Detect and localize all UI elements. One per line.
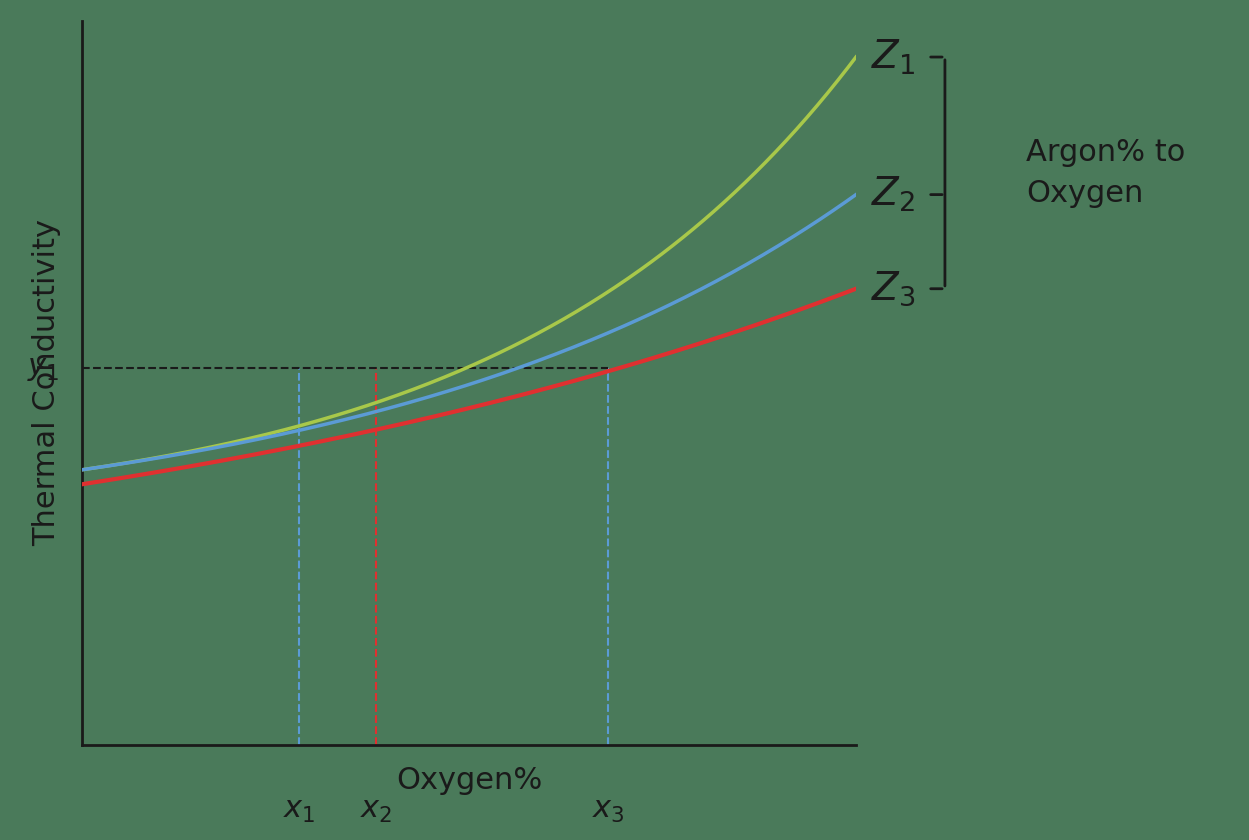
Text: $y_1$: $y_1$ — [26, 354, 59, 383]
Text: $Z_3$: $Z_3$ — [872, 270, 916, 308]
Text: $x_2$: $x_2$ — [360, 795, 392, 825]
Text: Argon% to
Oxygen: Argon% to Oxygen — [1027, 138, 1185, 207]
Text: $x_3$: $x_3$ — [592, 795, 624, 825]
Y-axis label: Thermal Conductivity: Thermal Conductivity — [32, 219, 61, 546]
X-axis label: Oxygen%: Oxygen% — [396, 766, 542, 795]
Text: $Z_2$: $Z_2$ — [872, 175, 916, 214]
Text: $Z_1$: $Z_1$ — [872, 38, 916, 76]
Text: $x_1$: $x_1$ — [282, 795, 315, 825]
